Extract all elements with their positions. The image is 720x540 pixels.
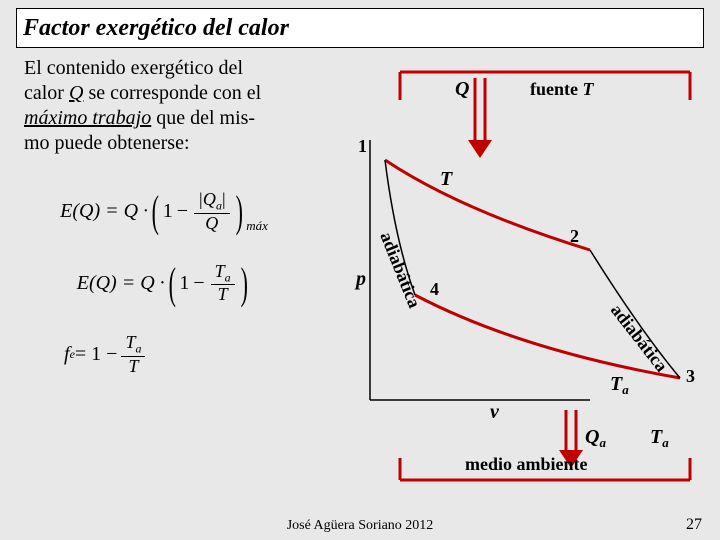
lbl-Ta2: T bbox=[650, 426, 663, 448]
lbl-v: v bbox=[490, 401, 500, 423]
lbl-n4: 4 bbox=[430, 279, 439, 299]
p-l2a: calor bbox=[24, 82, 69, 104]
f2-one: 1 bbox=[179, 272, 189, 295]
p-l4: mo puede obtenerse: bbox=[24, 132, 190, 154]
f3-den: T bbox=[124, 357, 142, 377]
f1-minus: − bbox=[177, 200, 188, 223]
pv-diagram: Q fuente T 1 T 2 4 3 p v adiabática adia… bbox=[340, 60, 700, 480]
formula-1: E(Q) = Q · ( 1 − |Qa| Q ) máx bbox=[24, 190, 304, 234]
f1-sub: máx bbox=[246, 218, 268, 234]
intro-paragraph: El contenido exergético del calor Q se c… bbox=[24, 56, 324, 156]
lbl-Qa-sub: a bbox=[599, 435, 606, 450]
formula-block: E(Q) = Q · ( 1 − |Qa| Q ) máx E(Q) = Q ·… bbox=[24, 190, 304, 405]
f1-one: 1 bbox=[163, 200, 173, 223]
lbl-fuente: fuente bbox=[530, 79, 583, 99]
f1-lhs: E(Q) = Q · bbox=[60, 200, 148, 223]
f1-num: |Q bbox=[198, 189, 216, 209]
f2-num-sub: a bbox=[225, 270, 231, 284]
lbl-n1: 1 bbox=[358, 136, 367, 156]
page-number: 27 bbox=[686, 516, 702, 534]
lbl-Q: Q bbox=[455, 78, 469, 100]
svg-text:Qa: Qa bbox=[585, 426, 606, 450]
lbl-T: T bbox=[440, 168, 453, 190]
lbl-n2: 2 bbox=[570, 226, 579, 246]
formula-3: fe = 1 − Ta T bbox=[24, 333, 304, 377]
lbl-n3: 3 bbox=[686, 366, 695, 386]
p-l2b: se corresponde con el bbox=[83, 82, 261, 104]
f1-den: Q bbox=[201, 214, 222, 234]
lbl-Ta-sub: a bbox=[622, 382, 629, 397]
p-l3b: que del mis- bbox=[151, 107, 255, 129]
lbl-medio: medio ambiente bbox=[465, 454, 587, 474]
f2-lhs: E(Q) = Q · bbox=[77, 272, 165, 295]
p-l2q: Q bbox=[69, 82, 83, 104]
lbl-Qa: Q bbox=[585, 426, 599, 448]
footer-text: José Agüera Soriano 2012 bbox=[0, 518, 720, 534]
f2-den: T bbox=[214, 285, 232, 305]
lbl-fuenteT: T bbox=[583, 79, 595, 99]
formula-2: E(Q) = Q · ( 1 − Ta T ) bbox=[24, 262, 304, 306]
svg-text:Ta: Ta bbox=[610, 373, 629, 397]
f1-num2: | bbox=[222, 189, 226, 209]
p-l3a: máximo trabajo bbox=[24, 107, 151, 129]
svg-text:fuente T: fuente T bbox=[530, 79, 595, 99]
f3-num-sub: a bbox=[135, 342, 141, 356]
svg-text:Ta: Ta bbox=[650, 426, 669, 450]
lbl-Ta2-sub: a bbox=[662, 435, 669, 450]
title-box: Factor exergético del calor bbox=[16, 8, 704, 48]
f2-minus: − bbox=[193, 272, 204, 295]
lbl-p: p bbox=[354, 268, 366, 290]
lbl-Ta: T bbox=[610, 373, 623, 395]
f3-lhs-b: = 1 − bbox=[75, 343, 118, 366]
p-l1: El contenido exergético del bbox=[24, 57, 243, 79]
page-title: Factor exergético del calor bbox=[23, 15, 289, 42]
f3-num: T bbox=[125, 332, 135, 352]
lbl-adiab1: adiabática bbox=[376, 229, 425, 311]
f2-num: T bbox=[215, 261, 225, 281]
